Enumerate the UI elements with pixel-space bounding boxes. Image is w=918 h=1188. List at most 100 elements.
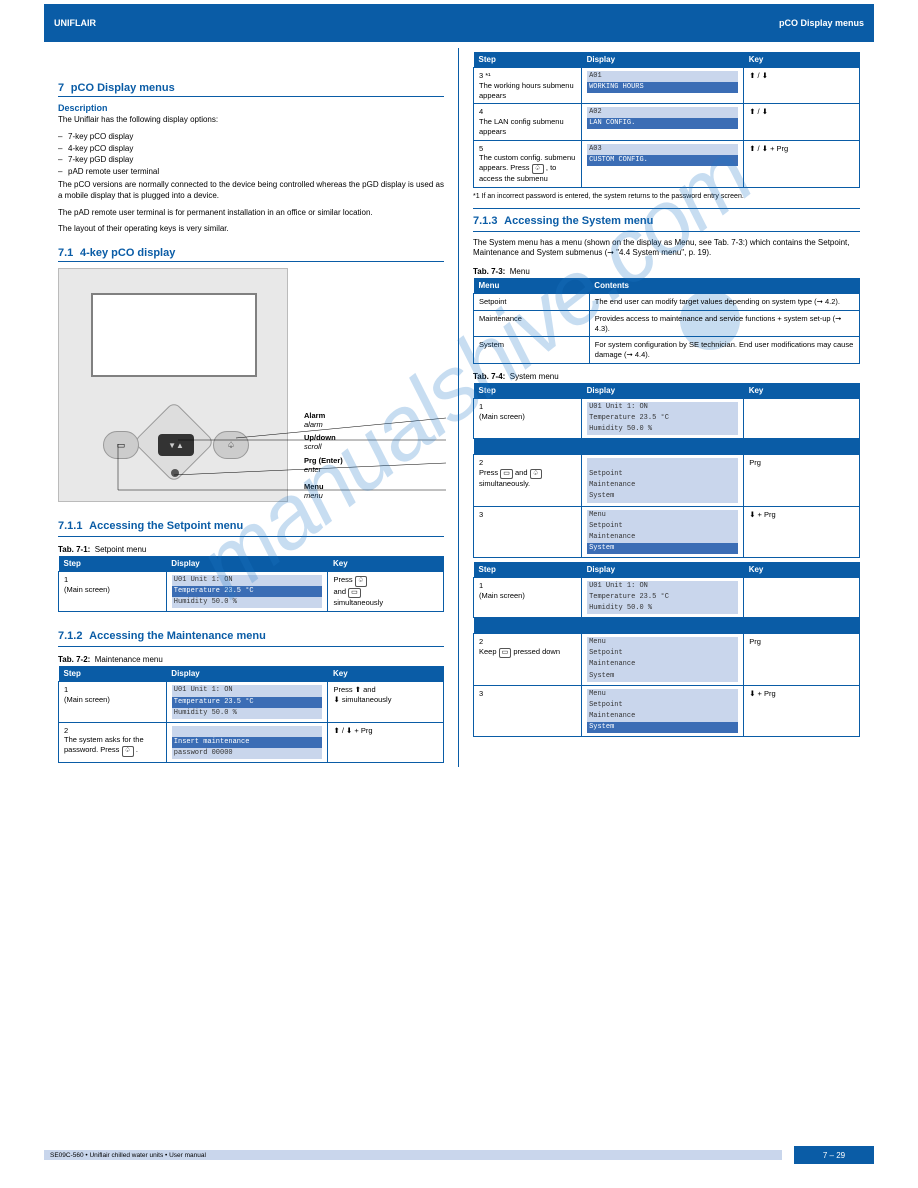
- table-row: 2The system asks for the password. Press…: [59, 722, 444, 762]
- book-icon: ▭: [348, 588, 361, 598]
- lcd-line: System: [587, 722, 738, 733]
- sec712-num: 7.1.2: [58, 630, 82, 642]
- lcd-line: System: [587, 671, 738, 682]
- desc-p4: The layout of their operating keys is ve…: [58, 224, 444, 235]
- th: Display: [166, 666, 328, 682]
- table-row: 3 *¹The working hours submenu appears A0…: [474, 68, 860, 104]
- table-row: 1(Main screen) U01 Unit 1: ON Temperatur…: [59, 682, 444, 722]
- tab-title: Menu: [510, 267, 530, 276]
- lcd-line: Menu: [587, 637, 738, 648]
- th: Step: [474, 383, 582, 399]
- table-maintenance-cont: Step Display Key 3 *¹The working hours s…: [473, 52, 860, 188]
- lcd-line: U01 Unit 1: ON: [587, 581, 738, 592]
- lcd-line: Humidity 50.0 %: [587, 603, 738, 614]
- table-row: 1(Main screen) U01 Unit 1: ON Temperatur…: [474, 398, 860, 438]
- sec71-title: 4-key pCO display: [80, 247, 175, 259]
- page-number-tab: 7 – 29: [794, 1146, 874, 1164]
- th: Display: [582, 562, 744, 578]
- footer-doc: SE09C-560 • Uniflair chilled water units…: [44, 1152, 206, 1159]
- lcd-line: System: [587, 491, 738, 502]
- th: Step: [474, 562, 582, 578]
- th: Display: [582, 52, 744, 68]
- lcd-line: U01 Unit 1: ON: [172, 575, 323, 586]
- desc-p2: The pCO versions are normally connected …: [58, 180, 444, 202]
- lcd-line: password 00000: [172, 748, 323, 759]
- desc-list: 7-key pCO display 4-key pCO display 7-ke…: [58, 132, 444, 178]
- table-row: 2Keep ▭ pressed down Menu Setpoint Maint…: [474, 634, 860, 685]
- callout-alarm: Alarmalarm: [304, 411, 325, 429]
- menu-button-icon: ▭: [103, 431, 139, 459]
- tab-title: System menu: [510, 372, 559, 381]
- desc-p3: The pAD remote user terminal is for perm…: [58, 208, 444, 219]
- lcd-line: LAN CONFIG.: [587, 118, 738, 129]
- table-setpoint: Step Display Key 1(Main screen) U01 Unit…: [58, 556, 444, 612]
- lcd-line: WORKING HOURS: [587, 82, 738, 93]
- lcd-line: System: [587, 543, 738, 554]
- bell-icon: ♤: [355, 576, 367, 586]
- tab-num: Tab. 7-4:: [473, 372, 505, 381]
- sec713-num: 7.1.3: [473, 215, 497, 227]
- lcd-line: Maintenance: [587, 532, 738, 543]
- table-maintenance: Step Display Key 1(Main screen) U01 Unit…: [58, 666, 444, 763]
- table-row: 1(Main screen) U01 Unit 1: ON Temperatur…: [474, 577, 860, 617]
- table-row: Setpoint The end user can modify target …: [474, 294, 860, 311]
- th: Key: [328, 556, 444, 572]
- table-row: 1(Main screen) U01 Unit 1: ON Temperatur…: [59, 572, 444, 612]
- lcd-line: Maintenance: [587, 711, 738, 722]
- sec7-num: 7: [58, 82, 64, 94]
- th: Display: [166, 556, 328, 572]
- lcd-line: Temperature 23.5 °C: [587, 413, 738, 424]
- lcd-line: CUSTOM CONFIG.: [587, 155, 738, 166]
- th: Step: [59, 666, 167, 682]
- th: Key: [744, 562, 860, 578]
- sec712-title: Accessing the Maintenance menu: [89, 630, 266, 642]
- lcd-line: A02: [587, 107, 738, 118]
- th: Menu: [474, 278, 590, 294]
- th: Display: [582, 383, 744, 399]
- footnote: *1 If an incorrect password is entered, …: [473, 192, 860, 201]
- table-row: System For system configuration by SE te…: [474, 337, 860, 364]
- sec71-num: 7.1: [58, 247, 73, 259]
- th: Key: [744, 383, 860, 399]
- right-column: Step Display Key 3 *¹The working hours s…: [459, 48, 874, 767]
- sec713-title: Accessing the System menu: [504, 215, 653, 227]
- table-row: 4The LAN config submenu appears A02 LAN …: [474, 104, 860, 140]
- lcd-line: Menu: [587, 689, 738, 700]
- lcd-line: Humidity 50.0 %: [587, 424, 738, 435]
- lcd-line: U01 Unit 1: ON: [172, 685, 323, 696]
- tab-num: Tab. 7-3:: [473, 267, 505, 276]
- lcd-line: Insert maintenance: [172, 737, 323, 748]
- lcd-line: Humidity 50.0 %: [172, 597, 323, 608]
- sys-p: The System menu has a menu (shown on the…: [473, 238, 860, 260]
- callout-menu: Menumenu: [304, 482, 324, 500]
- tab-num: Tab. 7-2:: [58, 655, 90, 664]
- th: Key: [744, 52, 860, 68]
- list-item: pAD remote user terminal: [58, 167, 444, 178]
- table-system: Step Display Key 1(Main screen) U01 Unit…: [473, 383, 860, 558]
- header-left: UNIFLAIR: [54, 18, 96, 28]
- lcd-line: A01: [587, 71, 738, 82]
- lcd-line: Setpoint: [587, 700, 738, 711]
- table-row: 3 Menu Setpoint Maintenance System ⬇ + P…: [474, 506, 860, 557]
- th: Step: [474, 52, 582, 68]
- alarm-button-icon: ♤: [213, 431, 249, 459]
- tab-title: Maintenance menu: [95, 655, 163, 664]
- tab-title: Setpoint menu: [95, 545, 147, 554]
- list-item: 4-key pCO display: [58, 144, 444, 155]
- book-icon: ▭: [499, 648, 512, 658]
- desc-label: Description: [58, 103, 444, 113]
- lcd-line: Setpoint: [587, 469, 738, 480]
- list-item: 7-key pGD display: [58, 155, 444, 166]
- callout-prg: Prg (Enter)enter: [304, 456, 343, 474]
- lcd-line: Temperature 23.5 °C: [587, 592, 738, 603]
- table-menu: Menu Contents Setpoint The end user can …: [473, 278, 860, 364]
- header-right: pCO Display menus: [779, 18, 864, 28]
- tab-num: Tab. 7-1:: [58, 545, 90, 554]
- lcd-line: Menu: [587, 510, 738, 521]
- header-bar: UNIFLAIR pCO Display menus: [44, 4, 874, 42]
- lcd-line: Setpoint: [587, 521, 738, 532]
- footer-bar: SE09C-560 • Uniflair chilled water units…: [44, 1150, 782, 1160]
- sec711-title: Accessing the Setpoint menu: [89, 520, 243, 532]
- th: Step: [59, 556, 167, 572]
- th: Key: [328, 666, 444, 682]
